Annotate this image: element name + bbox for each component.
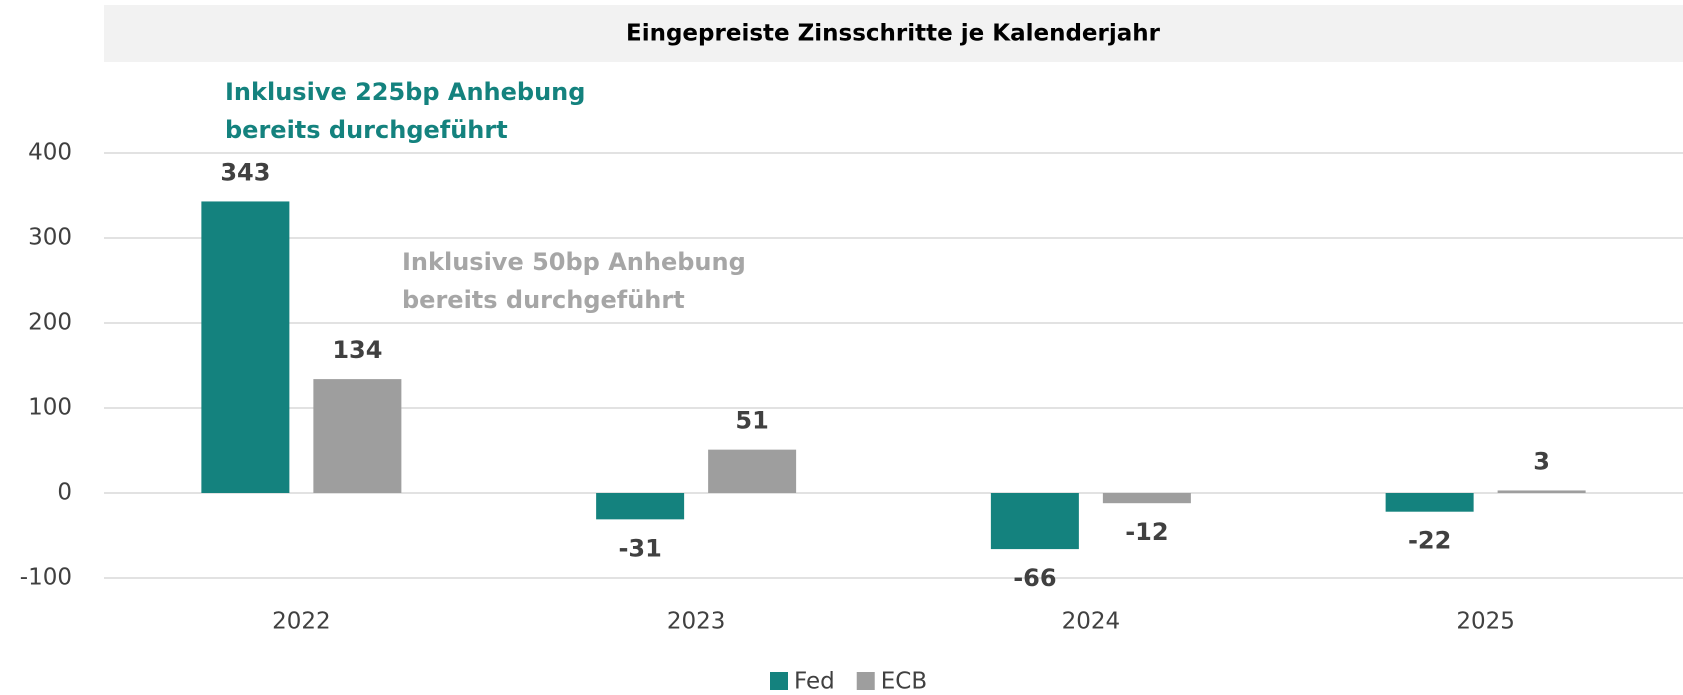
bar xyxy=(708,449,797,493)
x-tick-label: 2024 xyxy=(1062,609,1121,635)
legend-label: Fed xyxy=(794,669,835,695)
bar xyxy=(313,379,402,493)
bar xyxy=(1385,493,1474,512)
x-tick-label: 2023 xyxy=(667,609,726,635)
title-bar xyxy=(104,5,1683,62)
legend-swatch xyxy=(856,672,875,690)
data-label: 343 xyxy=(220,158,270,186)
data-label: -66 xyxy=(1013,564,1056,592)
bar xyxy=(201,201,290,493)
data-label: -31 xyxy=(618,534,661,562)
y-tick-label: 400 xyxy=(28,140,72,166)
data-label: 3 xyxy=(1533,447,1550,475)
x-tick-label: 2022 xyxy=(272,609,331,635)
y-tick-label: -100 xyxy=(20,565,72,591)
chart-title: Eingepreiste Zinsschritte je Kalenderjah… xyxy=(626,21,1161,47)
data-label: -22 xyxy=(1408,527,1451,555)
legend-swatch xyxy=(770,672,788,690)
annotation: Inklusive 50bp Anhebung xyxy=(402,248,746,276)
y-tick-label: 200 xyxy=(28,310,72,336)
y-tick-label: 100 xyxy=(28,395,72,421)
bar xyxy=(596,493,685,520)
legend-label: ECB xyxy=(881,669,927,695)
annotation: Inklusive 225bp Anhebung xyxy=(225,78,585,106)
data-label: 51 xyxy=(735,407,768,435)
annotation: bereits durchgeführt xyxy=(402,286,685,314)
y-tick-label: 0 xyxy=(57,480,72,506)
annotation: bereits durchgeführt xyxy=(225,116,508,144)
bar xyxy=(1102,493,1191,504)
bar xyxy=(990,493,1079,550)
data-label: -12 xyxy=(1125,518,1168,546)
y-tick-label: 300 xyxy=(28,225,72,251)
bar xyxy=(1497,490,1586,493)
data-label: 134 xyxy=(332,336,382,364)
x-tick-label: 2025 xyxy=(1456,609,1515,635)
